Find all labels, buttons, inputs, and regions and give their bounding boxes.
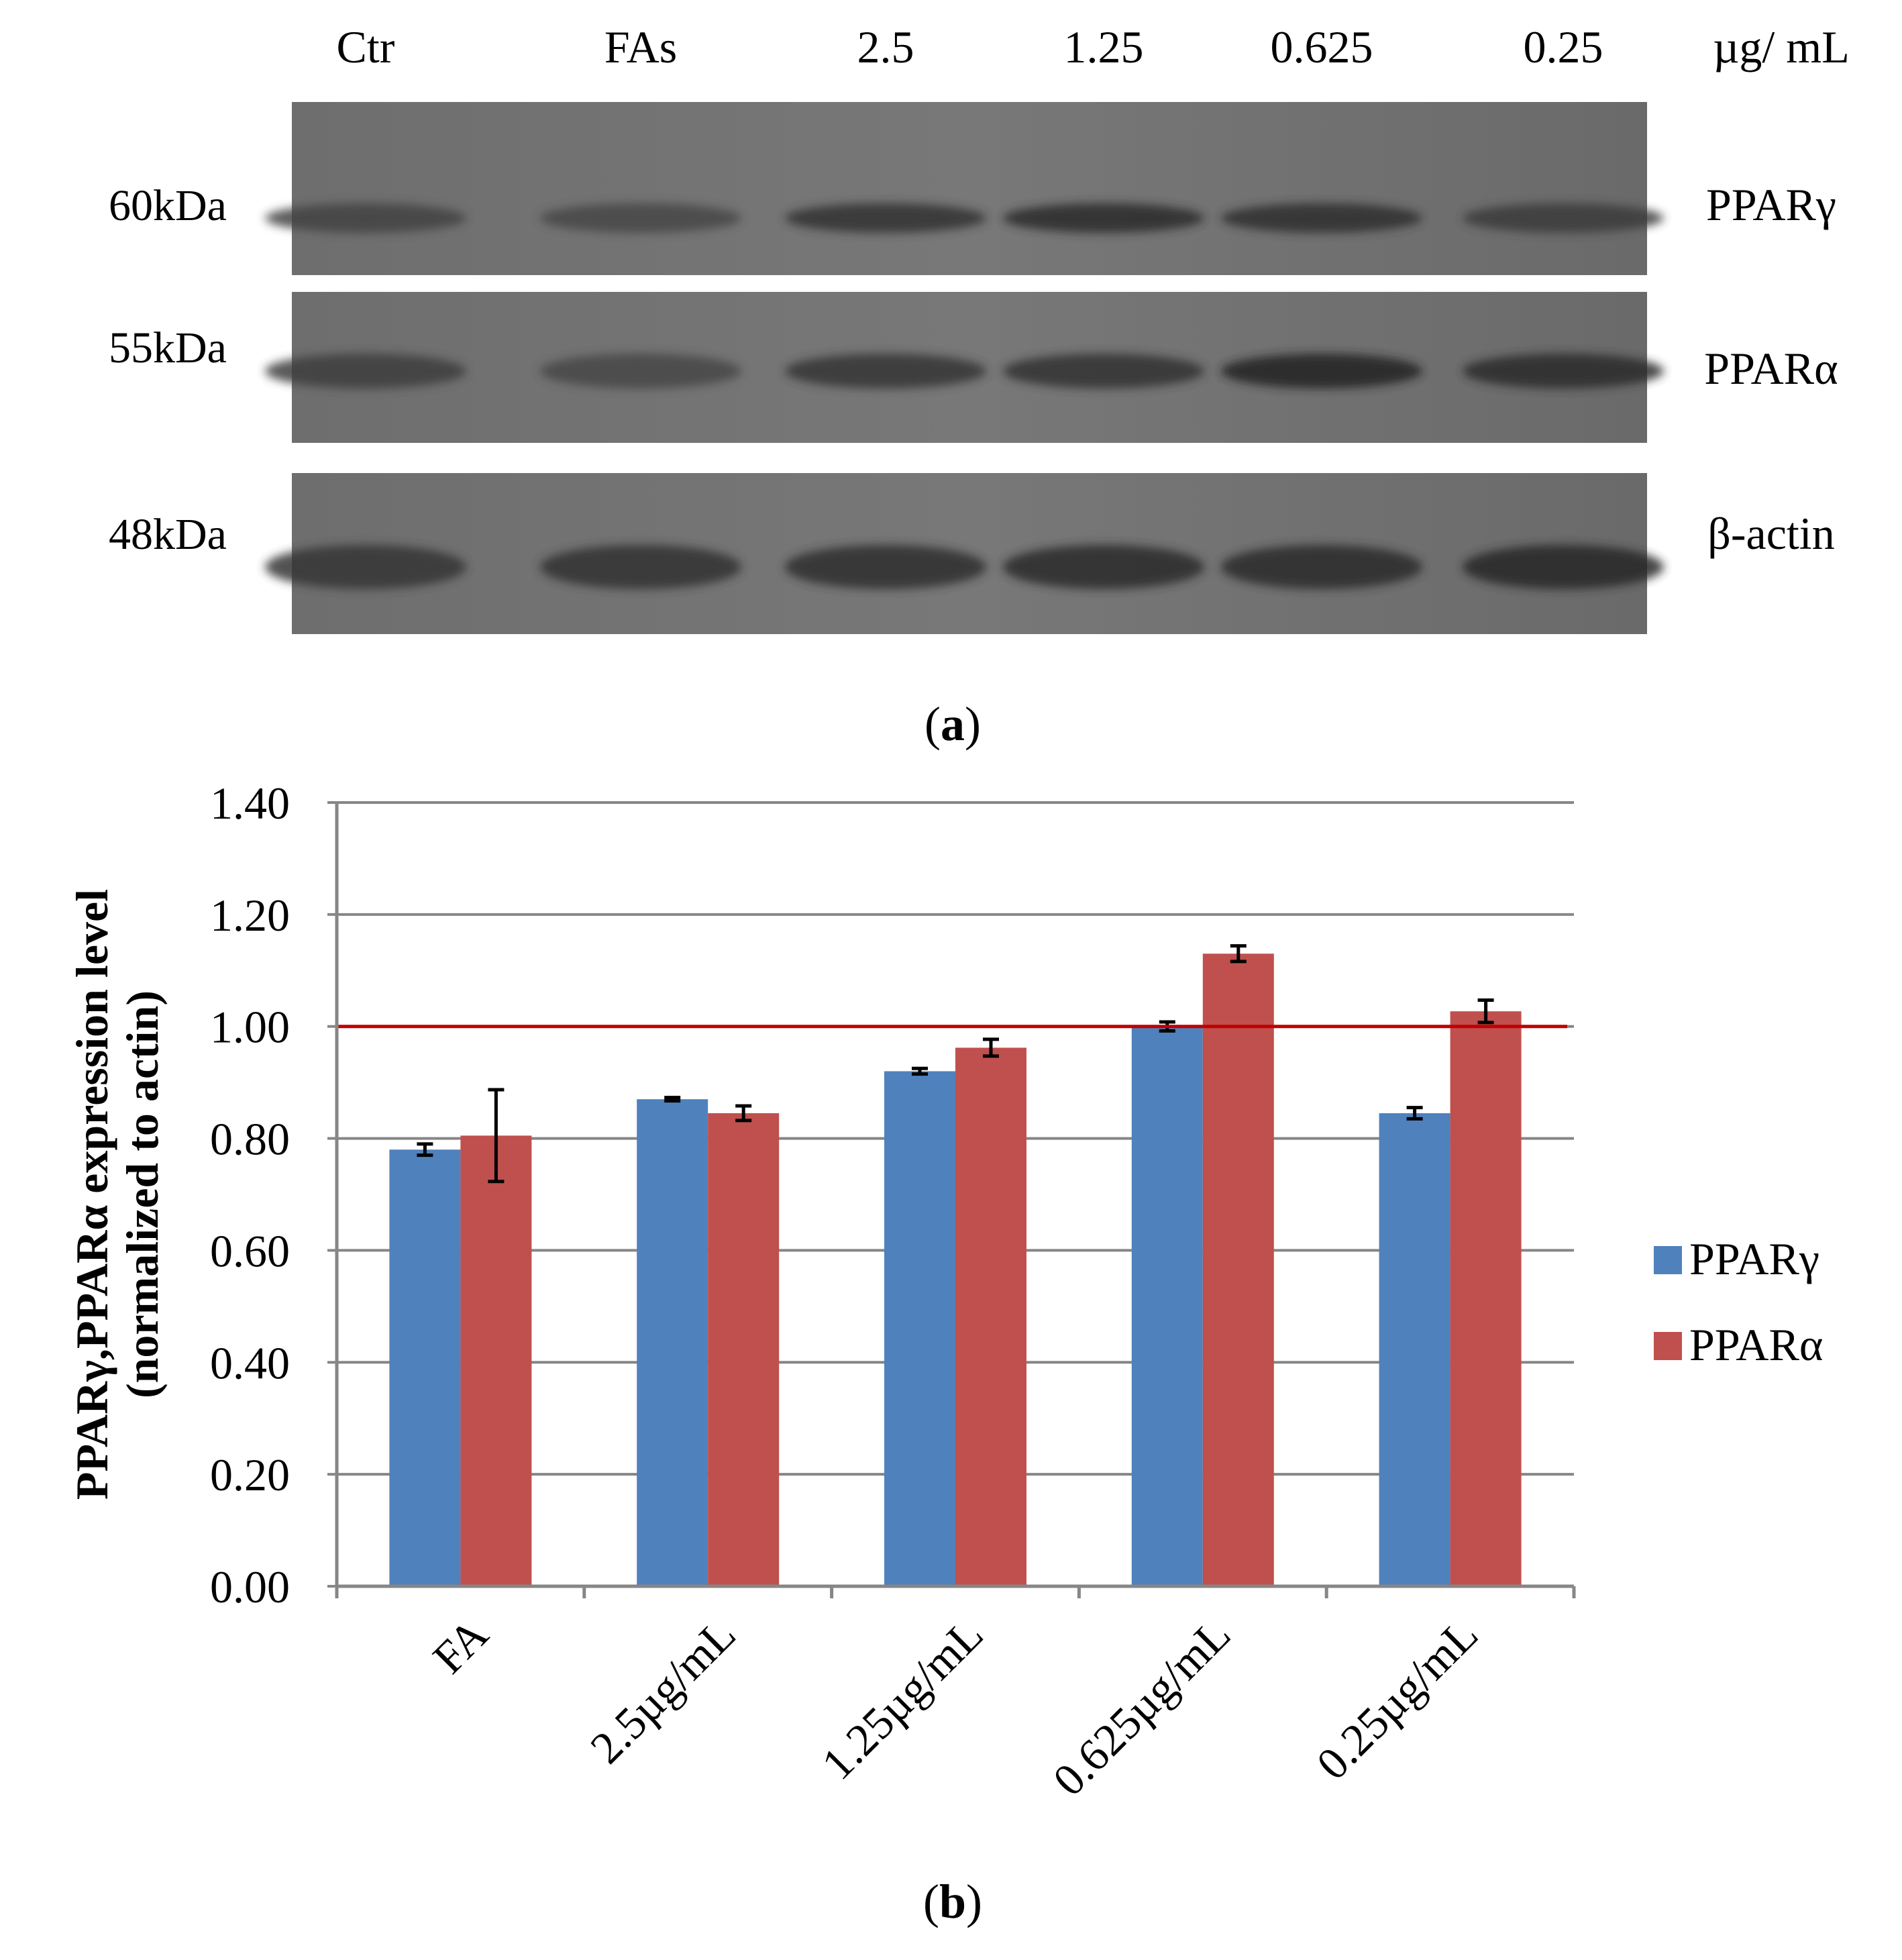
band-0-25 (1463, 203, 1664, 233)
error-bars (417, 944, 1494, 1184)
error-bar (1477, 998, 1494, 1025)
lane-label-0-25: 0.25 (1524, 21, 1603, 72)
bar-ppargamma-0-25ug-ml (1379, 1113, 1450, 1586)
error-bar (735, 1104, 752, 1123)
band-2-5 (785, 354, 986, 389)
error-bar (1230, 944, 1247, 964)
error-bar (488, 1088, 505, 1184)
band-0-625 (1221, 545, 1422, 589)
bar-ppargamma-0-625ug-ml (1131, 1026, 1203, 1586)
band-0-625 (1221, 354, 1422, 389)
marker-label: 48kDa (109, 510, 227, 559)
y-tick-label: 0.20 (210, 1449, 290, 1500)
protein-label: PPARγ (1706, 179, 1836, 230)
lane-label-0-625: 0.625 (1271, 21, 1373, 72)
error-bar (417, 1142, 433, 1157)
band-0-25 (1463, 354, 1664, 389)
bar-ppargamma-1-25ug-ml (884, 1071, 955, 1586)
y-tick-label: 1.40 (210, 778, 290, 829)
y-tick-label: 1.00 (210, 1002, 290, 1053)
x-tick-labels: FA 2.5µg/mL 1.25µg/mL 0.625µg/mL 0.25µg/mL (423, 1608, 1487, 1806)
band-ctr (265, 545, 466, 589)
lane-label-fas: FAs (604, 21, 677, 72)
y-tick-label: 0.80 (210, 1114, 290, 1165)
blot-row-pparalpha: 55kDa PPARα (109, 292, 1838, 443)
bar-pparalpha-fa (460, 1135, 532, 1586)
band-0-25 (1463, 545, 1664, 589)
lane-labels: Ctr FAs 2.5 1.25 0.625 0.25 (337, 21, 1603, 72)
x-tick-label: 0.625µg/mL (1043, 1608, 1240, 1806)
bar-pparalpha-0-25ug-ml (1450, 1011, 1522, 1586)
x-tick-label: FA (423, 1608, 498, 1684)
axes (335, 803, 1576, 1598)
unit-label: µg/ mL (1713, 21, 1850, 72)
lane-label-2-5: 2.5 (857, 21, 914, 72)
error-bar (664, 1096, 681, 1103)
band-0-625 (1221, 203, 1422, 233)
blot-strip (292, 102, 1647, 275)
error-bar (1406, 1106, 1423, 1121)
blot-strips: 60kDa PPARγ 55kDa PPARα 48kDa β-actin (109, 102, 1838, 634)
legend-item-pparalpha: PPARα (1654, 1319, 1823, 1370)
legend-label: PPARα (1689, 1319, 1823, 1370)
band-1-25 (1003, 203, 1204, 233)
bar-ppargamma-fa (389, 1149, 461, 1586)
bar-pparalpha-1-25ug-ml (955, 1047, 1026, 1586)
western-blot-panel: Ctr FAs 2.5 1.25 0.625 0.25 µg/ mL 60kDa PPARγ… (109, 21, 1850, 751)
panel-a-caption: (a) (924, 697, 981, 751)
band-ctr (265, 354, 466, 389)
error-bar (912, 1066, 928, 1076)
bar-chart-panel: 0.00 0.20 0.40 0.60 0.80 1.00 1.20 1.40 FA 2.5µg… (66, 778, 1823, 1928)
blot-row-beta-actin: 48kDa β-actin (109, 473, 1835, 634)
panel-b-caption: (b) (923, 1875, 982, 1928)
legend-swatch (1654, 1332, 1682, 1360)
y-axis-label: PPARγ,PPARα expression level (normalized … (66, 889, 168, 1500)
bar-pparalpha-2-5ug-ml (708, 1113, 780, 1586)
y-tick-label: 1.20 (210, 890, 290, 941)
error-bar (983, 1037, 999, 1058)
band-1-25 (1003, 354, 1204, 389)
legend-item-ppargamma: PPARγ (1654, 1233, 1819, 1284)
protein-label: β-actin (1707, 508, 1834, 559)
y-axis-label-line-2: (normalized to actin) (117, 990, 168, 1398)
y-tick-labels: 0.00 0.20 0.40 0.60 0.80 1.00 1.20 1.40 (210, 778, 290, 1612)
protein-label: PPARα (1704, 343, 1838, 394)
x-tick-label: 0.25µg/mL (1306, 1608, 1487, 1790)
y-tick-label: 0.60 (210, 1225, 290, 1276)
x-tick-label: 2.5µg/mL (580, 1608, 745, 1773)
band-ctr (265, 203, 466, 233)
bar-ppargamma-2-5ug-ml (637, 1099, 708, 1586)
lane-label-1-25: 1.25 (1064, 21, 1144, 72)
band-fas (540, 203, 741, 233)
bars (389, 953, 1522, 1586)
band-fas (540, 545, 741, 589)
y-tick-label: 0.40 (210, 1337, 290, 1388)
bar-pparalpha-0-625ug-ml (1202, 953, 1274, 1586)
band-fas (540, 354, 741, 389)
blot-row-ppargamma: 60kDa PPARγ (109, 102, 1836, 275)
marker-label: 60kDa (109, 181, 227, 230)
y-tick-label: 0.00 (210, 1561, 290, 1612)
lane-label-ctr: Ctr (337, 21, 395, 72)
x-tick-label: 1.25µg/mL (812, 1608, 993, 1790)
y-axis-label-line-1: PPARγ,PPARα expression level (66, 889, 117, 1500)
band-2-5 (785, 203, 986, 233)
legend-swatch (1654, 1246, 1682, 1274)
legend: PPARγ PPARα (1654, 1233, 1823, 1370)
legend-label: PPARγ (1689, 1233, 1819, 1284)
band-1-25 (1003, 545, 1204, 589)
blot-strip (292, 473, 1647, 634)
band-2-5 (785, 545, 986, 589)
marker-label: 55kDa (109, 323, 227, 372)
